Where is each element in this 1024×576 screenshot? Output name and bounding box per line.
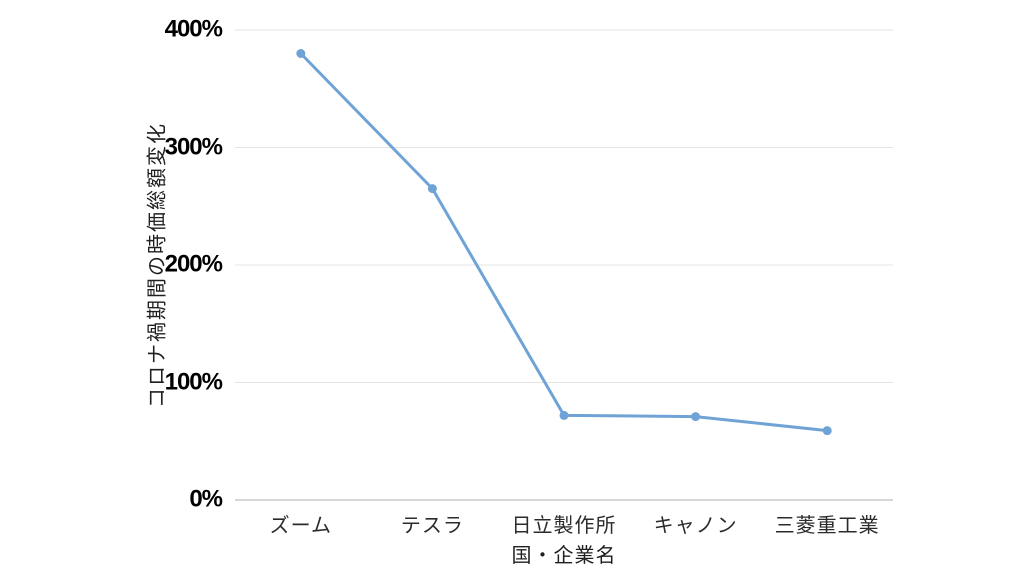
x-category-label: キャノン: [653, 515, 738, 537]
x-category-label: 三菱重工業: [774, 515, 880, 537]
data-point-marker: [559, 410, 569, 420]
data-point-marker: [296, 49, 306, 58]
y-axis-title: コロナ禍期間の時価総額変化: [146, 122, 169, 408]
data-line: [299, 52, 829, 433]
x-category-label: ズーム: [269, 515, 332, 537]
data-point-marker: [822, 426, 832, 436]
y-tick-label: 300%: [164, 132, 223, 160]
x-category-label: テスラ: [400, 515, 464, 537]
x-axis-title: 国・企業名: [511, 545, 617, 567]
y-tick-label: 0%: [189, 485, 223, 513]
data-point-marker: [691, 412, 701, 422]
y-tick-label: 200%: [164, 250, 223, 278]
data-point-marker: [427, 184, 437, 194]
y-tick-label: 100%: [164, 367, 223, 395]
x-category-label: 日立製作所: [511, 515, 617, 537]
y-tick-label: 400%: [164, 15, 223, 43]
